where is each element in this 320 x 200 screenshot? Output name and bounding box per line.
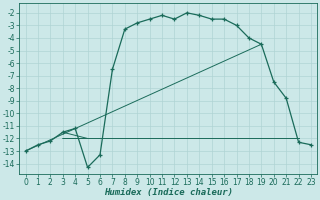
X-axis label: Humidex (Indice chaleur): Humidex (Indice chaleur) <box>104 188 233 197</box>
